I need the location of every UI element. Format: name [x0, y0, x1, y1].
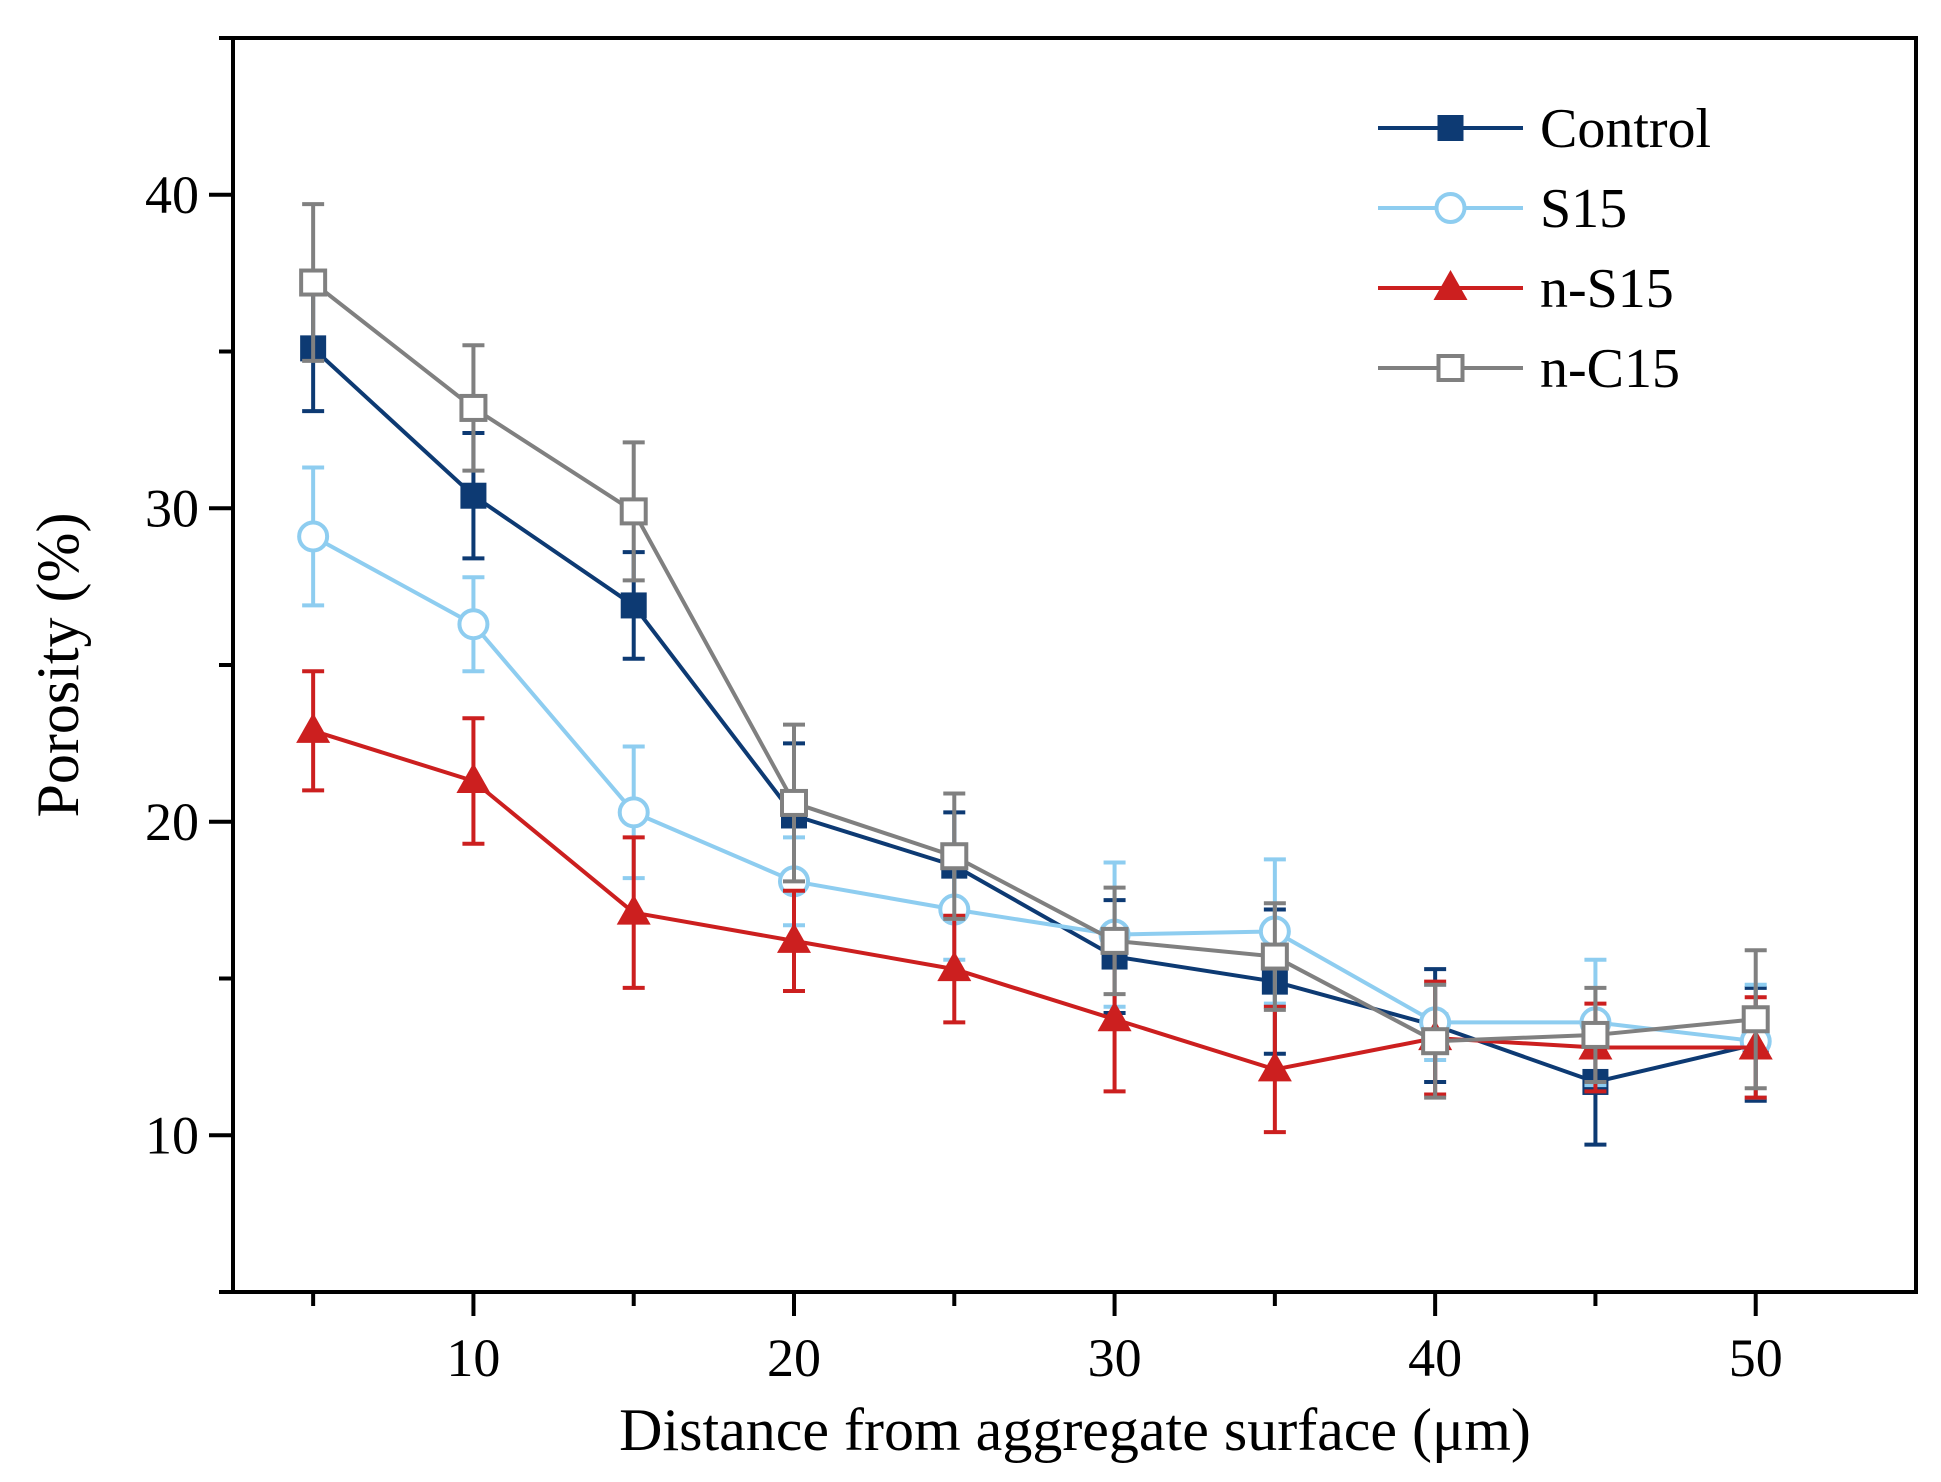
x-axis-title: Distance from aggregate surface (μm) — [619, 1397, 1531, 1463]
data-point-n-c15 — [780, 788, 808, 817]
legend: Control S15 n-S15 n-C15 — [1378, 98, 1711, 400]
data-point-n-s15 — [937, 951, 972, 982]
legend-label: Control — [1540, 98, 1711, 160]
series-layer — [296, 202, 1773, 1147]
data-point-control — [620, 592, 647, 619]
data-point-n-s15 — [456, 762, 491, 793]
data-point-n-s15 — [1257, 1051, 1292, 1082]
series-line-n-s15 — [312, 728, 1756, 1072]
legend-label: n-S15 — [1540, 258, 1674, 320]
x-axis: 10 20 30 40 50 — [311, 1292, 1783, 1388]
series-s15 — [297, 465, 1772, 1100]
data-point-n-c15 — [1581, 1020, 1610, 1049]
y-axis-title: Porosity (%) — [25, 513, 91, 818]
legend-item-n-s15: n-S15 — [1378, 258, 1674, 320]
legend-item-s15: S15 — [1378, 178, 1627, 240]
data-point-n-c15 — [299, 268, 328, 297]
legend-item-n-c15: n-C15 — [1378, 338, 1680, 400]
series-control — [300, 283, 1769, 1147]
legend-item-control: Control — [1378, 98, 1711, 160]
data-point-control — [460, 482, 487, 509]
x-tick-label: 40 — [1408, 1328, 1462, 1388]
y-tick-label: 10 — [145, 1105, 199, 1165]
x-tick-label: 30 — [1088, 1328, 1142, 1388]
legend-marker — [1437, 115, 1464, 141]
plot-frame — [231, 36, 1918, 1294]
data-point-n-c15 — [1100, 926, 1129, 955]
data-point-n-s15 — [777, 922, 811, 953]
y-tick-label: 40 — [145, 165, 199, 225]
y-tick-label: 30 — [145, 478, 199, 538]
data-point-n-c15 — [459, 393, 488, 422]
series-line-control — [311, 346, 1757, 1084]
y-tick-label: 20 — [145, 792, 199, 852]
data-point-n-c15 — [619, 497, 648, 526]
x-tick-label: 50 — [1729, 1328, 1783, 1388]
series-n-s15 — [296, 669, 1773, 1135]
data-point-n-s15 — [1097, 1001, 1132, 1032]
data-point-s15 — [457, 608, 490, 641]
legend-marker — [1436, 354, 1465, 382]
data-point-s15 — [617, 796, 650, 829]
series-line-n-c15 — [311, 280, 1756, 1044]
series-line-s15 — [312, 534, 1756, 1044]
data-point-n-c15 — [1260, 942, 1289, 971]
plot-area — [231, 36, 1918, 1294]
legend-label: S15 — [1540, 178, 1627, 240]
legend-label: n-C15 — [1540, 338, 1680, 400]
y-axis: 10 20 30 40 — [145, 36, 233, 1294]
x-tick-label: 10 — [446, 1328, 500, 1388]
legend-marker — [1434, 192, 1467, 224]
legend-marker — [1433, 270, 1468, 300]
data-point-n-s15 — [296, 712, 331, 743]
data-point-n-c15 — [1421, 1027, 1450, 1056]
x-tick-label: 20 — [767, 1328, 821, 1388]
data-point-n-c15 — [940, 842, 969, 871]
data-point-s15 — [297, 520, 330, 553]
data-point-n-c15 — [1741, 1005, 1770, 1034]
series-n-c15 — [299, 202, 1770, 1100]
data-point-n-s15 — [616, 894, 651, 925]
